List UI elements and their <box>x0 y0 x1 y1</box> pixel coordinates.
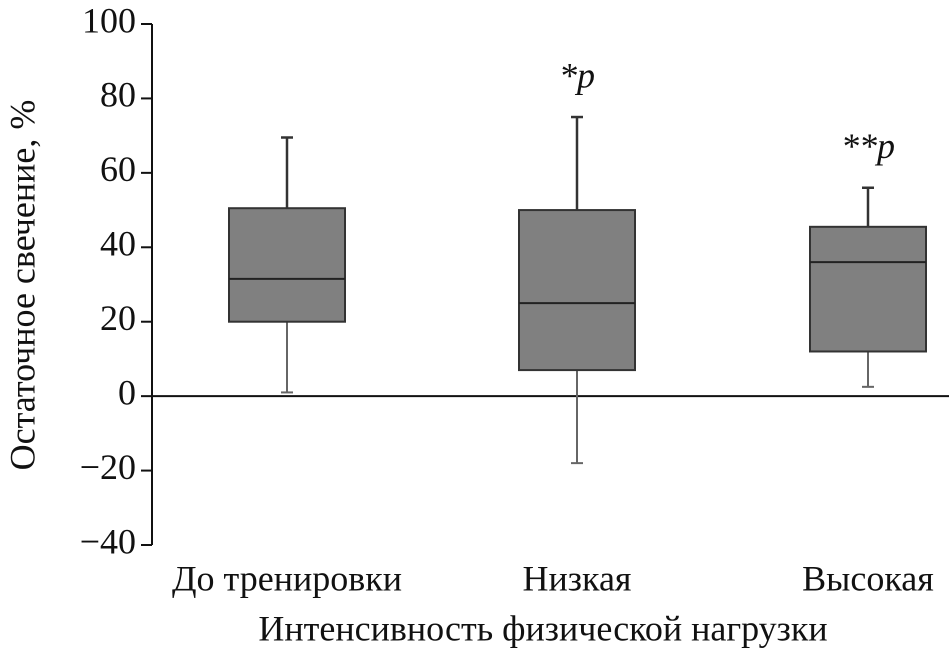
y-tick-label: 80 <box>100 75 136 115</box>
x-tick-label: Высокая <box>802 558 934 598</box>
y-axis-label: Остаточное свечение, % <box>2 100 42 471</box>
box <box>228 207 346 323</box>
box <box>809 225 927 353</box>
y-tick-label: 0 <box>118 372 136 412</box>
annotation: **p <box>841 126 895 166</box>
y-tick-label: −40 <box>80 521 136 561</box>
y-tick-label: 60 <box>100 149 136 189</box>
y-tick-label: 100 <box>82 0 136 40</box>
x-tick-label: До тренировки <box>172 558 402 598</box>
y-tick-label: 20 <box>100 298 136 338</box>
annotation: *p <box>559 55 595 95</box>
x-axis-label: Интенсивность физической нагрузки <box>258 608 827 648</box>
y-tick-label: −20 <box>80 447 136 487</box>
y-tick-label: 40 <box>100 224 136 264</box>
box <box>518 209 636 372</box>
x-tick-label: Низкая <box>523 558 632 598</box>
